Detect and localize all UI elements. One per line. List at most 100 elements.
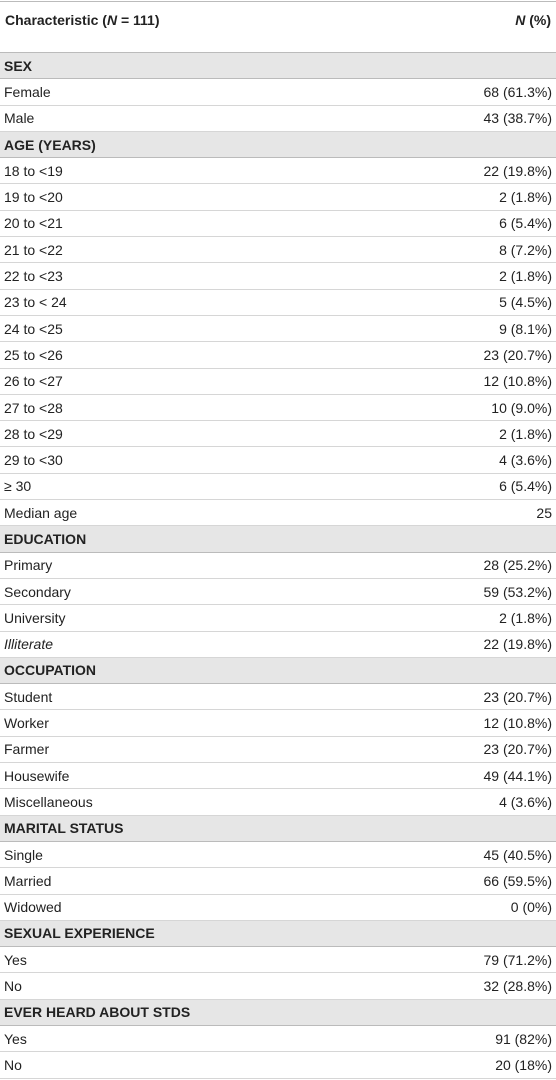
row-label: 29 to <30 [4,452,63,469]
row-label: Miscellaneous [4,793,93,810]
row-label: Worker [4,715,49,732]
row-value: 0 (0%) [510,899,552,916]
data-row: Farmer 23 (20.7%) [0,737,556,764]
data-row: Illiterate 22 (19.8%) [0,632,556,658]
row-value: 43 (38.7%) [483,110,552,127]
row-value: 10 (9.0%) [491,399,552,416]
section-row: SEXUAL EXPERIENCE [0,920,556,948]
header-text: (%) [525,12,551,28]
section-row: EDUCATION [0,526,556,553]
data-row: Worker 12 (10.8%) [0,710,556,737]
row-value: 2 (1.8%) [499,189,552,206]
row-value: 23 (20.7%) [483,346,552,363]
row-value: 5 (4.5%) [499,294,552,311]
row-label: ≥ 30 [4,478,32,495]
section-row: EVER HEARD ABOUT STDS [0,999,556,1026]
row-label: Secondary [4,583,71,600]
data-row: 22 to <23 2 (1.8%) [0,263,556,290]
data-row: Yes 91 (82%) [0,1026,556,1053]
row-value: 22 (19.8%) [483,636,552,653]
data-row: 20 to <21 6 (5.4%) [0,211,556,238]
data-row: Secondary 59 (53.2%) [0,579,556,606]
data-row: Student 23 (20.7%) [0,684,556,711]
data-row: 27 to <28 10 (9.0%) [0,395,556,422]
row-label: Farmer [4,741,50,758]
data-row: 26 to <27 12 (10.8%) [0,369,556,395]
header-left: Characteristic (N = 111) [5,12,160,28]
data-row: Male 43 (38.7%) [0,106,556,132]
section-row: AGE (YEARS) [0,131,556,159]
row-label: Student [4,688,53,705]
data-row: 19 to <20 2 (1.8%) [0,184,556,211]
row-value: 2 (1.8%) [499,609,552,626]
row-value: 4 (3.6%) [499,452,552,469]
data-row: Widowed 0 (0%) [0,895,556,921]
row-value: 4 (3.6%) [499,793,552,810]
data-row: 25 to <26 23 (20.7%) [0,342,556,369]
row-value: 6 (5.4%) [499,215,552,232]
section-title: OCCUPATION [4,662,97,679]
row-label: Primary [4,557,53,574]
row-label: No [4,978,22,995]
section-title: MARITAL STATUS [4,820,124,837]
header-row: Characteristic (N = 111) N (%) [0,1,556,53]
row-value: 28 (25.2%) [483,557,552,574]
row-label: University [4,609,66,626]
row-value: 79 (71.2%) [483,951,552,968]
section-row: SEX [0,53,556,80]
data-row: Married 66 (59.5%) [0,868,556,895]
row-value: 20 (18%) [495,1056,552,1073]
row-value: 68 (61.3%) [483,83,552,100]
header-text: Characteristic ( [5,12,107,28]
data-row: ≥ 30 6 (5.4%) [0,474,556,501]
row-label: Single [4,846,43,863]
data-row: 18 to <19 22 (19.8%) [0,158,556,185]
row-label: Housewife [4,767,70,784]
row-label: 19 to <20 [4,189,63,206]
section-title: AGE (YEARS) [4,136,96,153]
row-label: 21 to <22 [4,241,63,258]
section-row: OCCUPATION [0,657,556,685]
row-label: 26 to <27 [4,373,63,390]
row-value: 66 (59.5%) [483,872,552,889]
row-value: 59 (53.2%) [483,583,552,600]
row-value: 23 (20.7%) [483,688,552,705]
row-value: 12 (10.8%) [483,373,552,390]
row-label: No [4,1056,22,1073]
row-value: 49 (44.1%) [483,767,552,784]
row-label: 25 to <26 [4,346,63,363]
data-row: No 32 (28.8%) [0,973,556,1000]
data-row: Housewife 49 (44.1%) [0,763,556,790]
data-row: Primary 28 (25.2%) [0,553,556,579]
row-value: 91 (82%) [495,1030,552,1047]
row-label: Median age [4,504,78,521]
row-value: 12 (10.8%) [483,715,552,732]
row-label: 28 to <29 [4,425,63,442]
row-value: 8 (7.2%) [499,241,552,258]
row-label: 22 to <23 [4,268,63,285]
row-value: 23 (20.7%) [483,741,552,758]
row-value: 2 (1.8%) [499,268,552,285]
data-row: Yes 79 (71.2%) [0,947,556,974]
row-label: 27 to <28 [4,399,63,416]
row-label: Male [4,110,35,127]
data-row: 24 to <25 9 (8.1%) [0,316,556,343]
row-value: 22 (19.8%) [483,162,552,179]
data-row: Median age 25 [0,500,556,527]
row-label: Yes [4,951,27,968]
data-row: Miscellaneous 4 (3.6%) [0,789,556,816]
row-value: 2 (1.8%) [499,425,552,442]
data-row: No 20 (18%) [0,1052,556,1079]
row-label: Female [4,83,51,100]
row-label: Yes [4,1030,27,1047]
data-row: 21 to <22 8 (7.2%) [0,237,556,264]
data-row: University 2 (1.8%) [0,605,556,632]
row-value: 6 (5.4%) [499,478,552,495]
row-value: 32 (28.8%) [483,978,552,995]
section-row: MARITAL STATUS [0,815,556,842]
row-label: 23 to < 24 [4,294,67,311]
table-body: SEX Female 68 (61.3%) Male 43 (38.7%) AGE (YE… [0,53,556,1079]
row-label: Married [4,872,52,889]
section-title: EVER HEARD ABOUT STDS [4,1004,191,1021]
